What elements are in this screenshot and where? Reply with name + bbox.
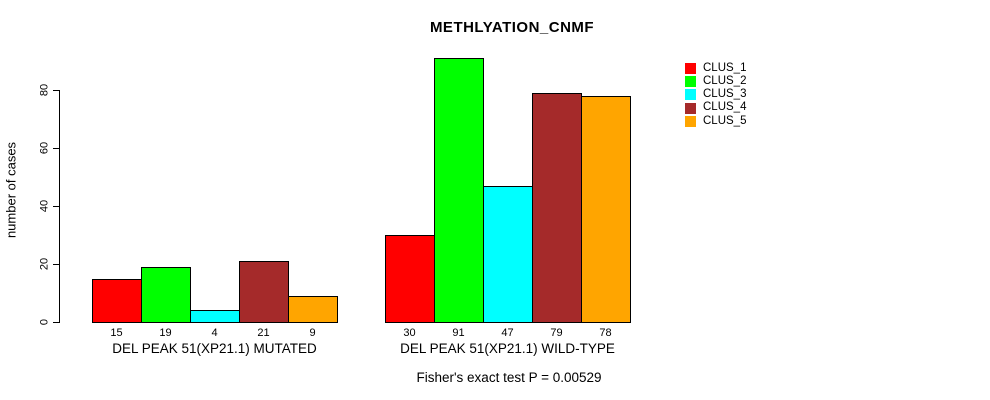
y-axis-label: number of cases <box>3 141 19 239</box>
legend-swatch <box>685 102 696 114</box>
bar-value-label: 9 <box>309 327 316 339</box>
bar-clus_4-group1 <box>239 261 289 323</box>
legend-swatch <box>685 115 696 127</box>
bar-clus_3-group2 <box>483 185 533 323</box>
legend-swatch <box>685 89 696 101</box>
legend-item-clus_3: CLUS_3 <box>685 88 746 101</box>
y-axis-tick <box>53 322 59 323</box>
legend-label: CLUS_1 <box>703 61 747 74</box>
legend-item-clus_1: CLUS_1 <box>685 62 746 75</box>
legend-swatch <box>685 76 696 88</box>
y-axis-tick <box>53 148 59 149</box>
bar-value-label: 21 <box>257 327 270 339</box>
bar-value-label: 30 <box>403 327 416 339</box>
bar-clus_3-group1 <box>190 310 240 323</box>
bar-clus_5-group1 <box>288 295 338 323</box>
legend-item-clus_2: CLUS_2 <box>685 75 746 88</box>
y-axis-tick-label: 20 <box>38 257 51 271</box>
bar-clus_2-group2 <box>434 58 484 323</box>
bar-value-label: 79 <box>550 327 563 339</box>
x-axis-group-label: DEL PEAK 51(XP21.1) MUTATED <box>112 341 317 356</box>
y-axis-line <box>59 90 60 323</box>
y-axis-tick <box>53 206 59 207</box>
legend-label: CLUS_5 <box>703 114 747 127</box>
y-axis-tick <box>53 90 59 91</box>
bar-value-label: 47 <box>501 327 514 339</box>
y-axis-tick-label: 40 <box>38 199 51 213</box>
legend-label: CLUS_3 <box>703 88 747 101</box>
legend: CLUS_1 CLUS_2 CLUS_3 CLUS_4 CLUS_5 <box>685 62 746 128</box>
legend-label: CLUS_2 <box>703 75 747 88</box>
bar-clus_1-group2 <box>385 235 435 323</box>
chart-title: METHLYATION_CNMF <box>429 19 595 36</box>
bar-value-label: 78 <box>599 327 612 339</box>
legend-item-clus_4: CLUS_4 <box>685 102 746 115</box>
bar-clus_5-group2 <box>581 95 631 323</box>
y-axis-tick-label: 0 <box>38 318 51 326</box>
legend-label: CLUS_4 <box>703 101 747 114</box>
legend-swatch <box>685 63 696 75</box>
y-axis-tick-label: 80 <box>38 83 51 97</box>
bar-value-label: 15 <box>110 327 123 339</box>
bar-value-label: 19 <box>159 327 172 339</box>
x-axis-group-label: DEL PEAK 51(XP21.1) WILD-TYPE <box>400 341 615 356</box>
bar-value-label: 91 <box>452 327 465 339</box>
bar-clus_2-group1 <box>141 266 191 323</box>
y-axis-tick-label: 60 <box>38 141 51 155</box>
y-axis-tick <box>53 264 59 265</box>
stat-caption: Fisher's exact test P = 0.00529 <box>416 370 602 385</box>
bar-value-label: 4 <box>211 327 218 339</box>
bar-clus_1-group1 <box>92 278 142 323</box>
bar-clus_4-group2 <box>532 92 582 323</box>
legend-item-clus_5: CLUS_5 <box>685 115 746 128</box>
